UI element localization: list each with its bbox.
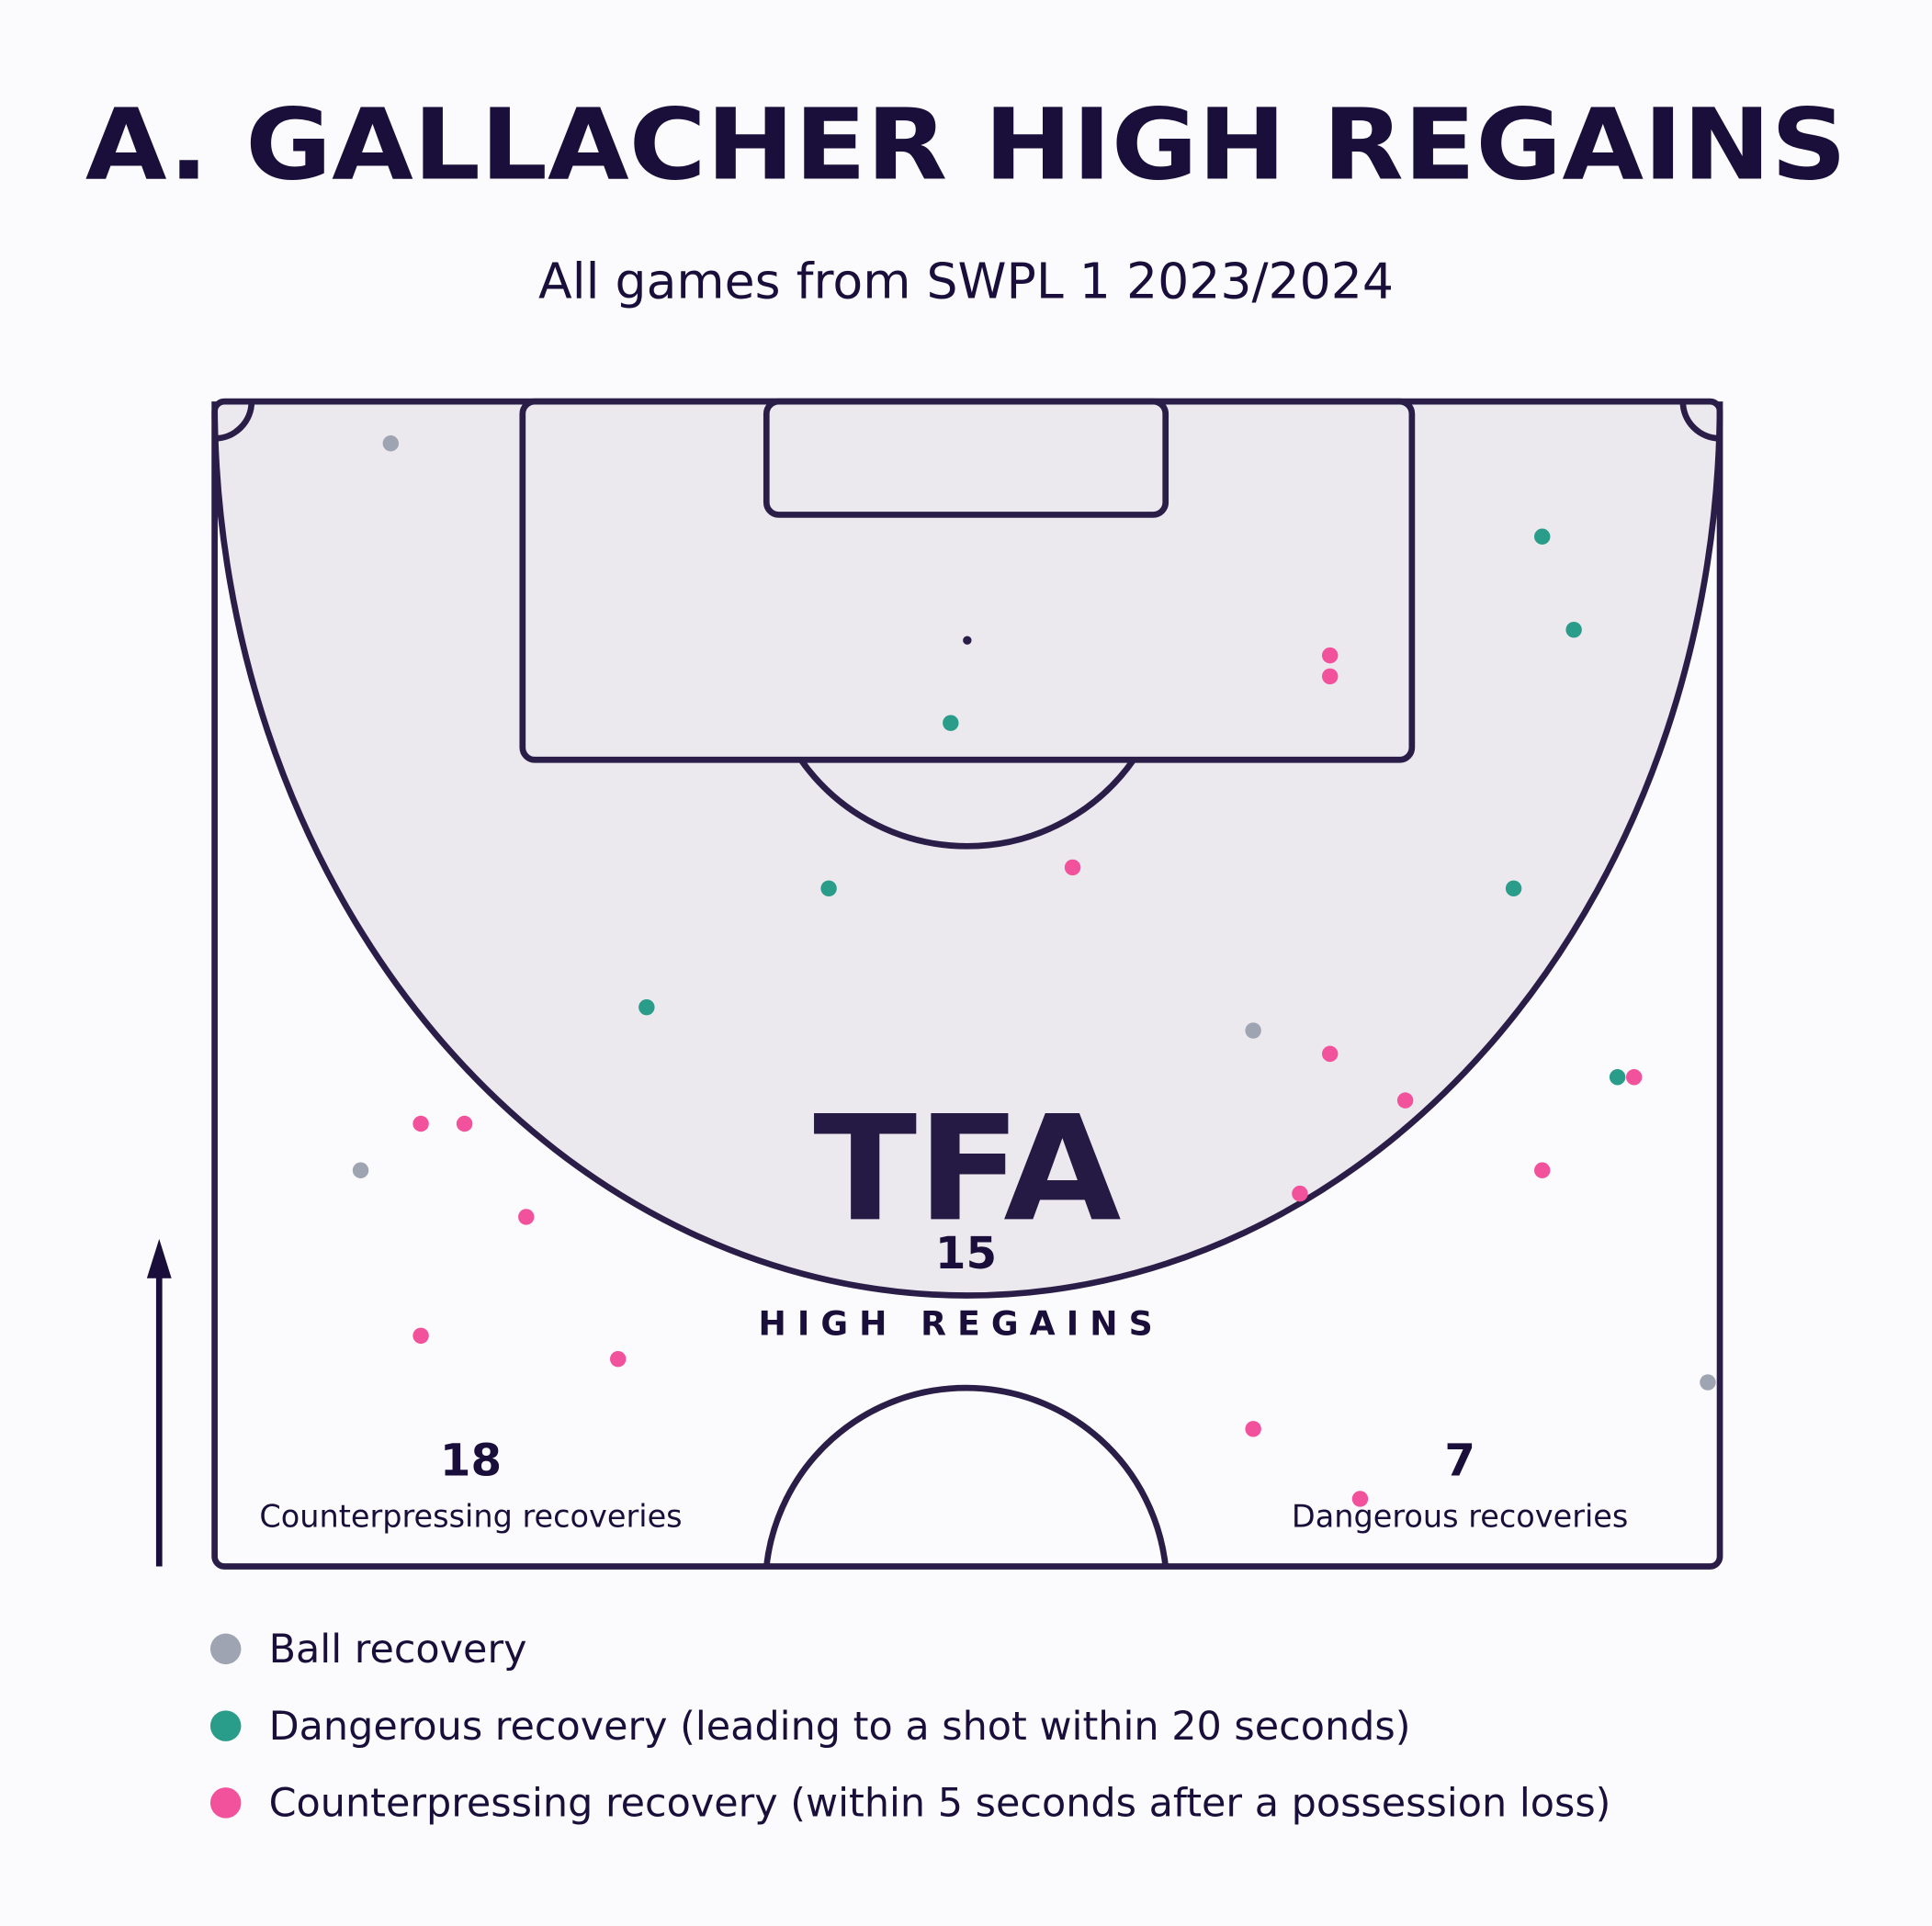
stat-label: Counterpressing recoveries xyxy=(259,1499,682,1535)
legend: Ball recovery Dangerous recovery (leading… xyxy=(209,1627,1611,1827)
corner-arc xyxy=(214,400,255,442)
legend-label: Dangerous recovery (leading to a shot wi… xyxy=(269,1704,1411,1750)
data-point xyxy=(1321,668,1339,685)
direction-arrowhead xyxy=(146,1238,172,1278)
stat-value: 18 xyxy=(440,1435,502,1486)
data-point xyxy=(412,1115,429,1132)
pitch xyxy=(146,398,1723,1570)
data-point xyxy=(412,1327,429,1345)
legend-swatch xyxy=(209,1710,242,1741)
data-point xyxy=(820,880,837,897)
penalty-spot xyxy=(963,636,972,645)
data-point xyxy=(1351,1491,1369,1507)
data-point xyxy=(352,1162,369,1178)
stat-label: Dangerous recoveries xyxy=(1292,1499,1628,1535)
data-point xyxy=(1505,880,1522,897)
data-point xyxy=(1534,1162,1551,1178)
stat-value: 7 xyxy=(1444,1435,1475,1486)
data-point xyxy=(1534,528,1551,545)
legend-label: Ball recovery xyxy=(269,1627,527,1673)
centre-circle xyxy=(763,1384,1169,1567)
data-point xyxy=(1245,1022,1261,1039)
data-point xyxy=(1245,1421,1261,1437)
legend-label: Counterpressing recovery (within 5 secon… xyxy=(269,1781,1611,1827)
data-point xyxy=(1700,1374,1716,1391)
data-point xyxy=(1321,647,1339,664)
chart-title: A. GALLACHER HIGH REGAINS xyxy=(85,87,1847,202)
points xyxy=(352,435,1716,1507)
six-yard-box xyxy=(763,398,1169,518)
data-point xyxy=(1064,859,1081,876)
chart-subtitle: All games from SWPL 1 2023/2024 xyxy=(538,252,1394,310)
data-point xyxy=(456,1115,473,1132)
data-point xyxy=(638,998,655,1016)
data-point xyxy=(610,1351,627,1368)
data-point xyxy=(1565,621,1582,638)
stat-label: HIGH REGAINS xyxy=(759,1303,1164,1343)
data-point xyxy=(382,435,400,452)
logo: TFA xyxy=(813,1085,1121,1254)
data-point xyxy=(518,1209,535,1225)
legend-swatch xyxy=(209,1633,242,1665)
data-point xyxy=(1396,1092,1414,1109)
high-zone-line xyxy=(211,401,1723,1299)
corner-arc xyxy=(1679,400,1721,442)
data-point xyxy=(1609,1069,1626,1086)
data-point xyxy=(1321,1045,1339,1063)
stat-value: 15 xyxy=(935,1228,997,1279)
legend-swatch xyxy=(209,1787,242,1819)
data-point xyxy=(943,715,959,731)
penalty-arc xyxy=(798,758,1136,850)
data-point xyxy=(1292,1185,1308,1202)
data-point xyxy=(1625,1069,1643,1086)
